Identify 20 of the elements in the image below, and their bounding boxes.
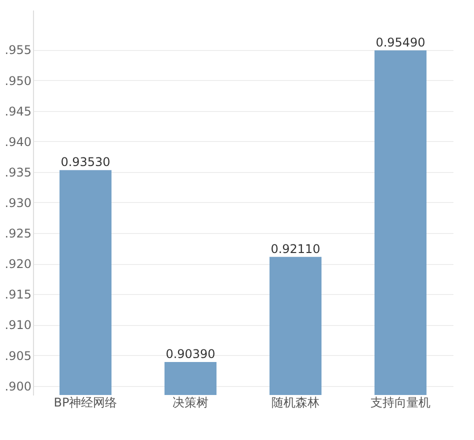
x-tick-label: 决策树 bbox=[172, 396, 208, 410]
data-label: 0.92110 bbox=[270, 242, 320, 256]
x-tick-label: BP神经网络 bbox=[54, 396, 118, 410]
x-tick-label: 支持向量机 bbox=[370, 396, 430, 410]
y-tick-label: .910 bbox=[4, 318, 32, 332]
y-tick-label: .900 bbox=[4, 379, 32, 394]
y-tick-label: .920 bbox=[4, 257, 32, 272]
y-tick-label: .945 bbox=[4, 104, 32, 118]
data-label: 0.95490 bbox=[376, 35, 426, 50]
y-tick-label: .950 bbox=[4, 74, 32, 88]
y-tick-label: .905 bbox=[4, 348, 32, 363]
y-tick-label: .935 bbox=[4, 165, 32, 180]
y-tick-label: .955 bbox=[4, 43, 32, 58]
y-tick-label: .940 bbox=[4, 134, 32, 149]
data-label: 0.90390 bbox=[166, 347, 216, 361]
y-tick-label: .925 bbox=[4, 226, 32, 241]
data-label: 0.93530 bbox=[60, 155, 110, 170]
x-tick-label: 随机森林 bbox=[272, 396, 320, 410]
y-tick-label: .915 bbox=[4, 288, 32, 302]
y-tick-label: .930 bbox=[4, 196, 32, 210]
